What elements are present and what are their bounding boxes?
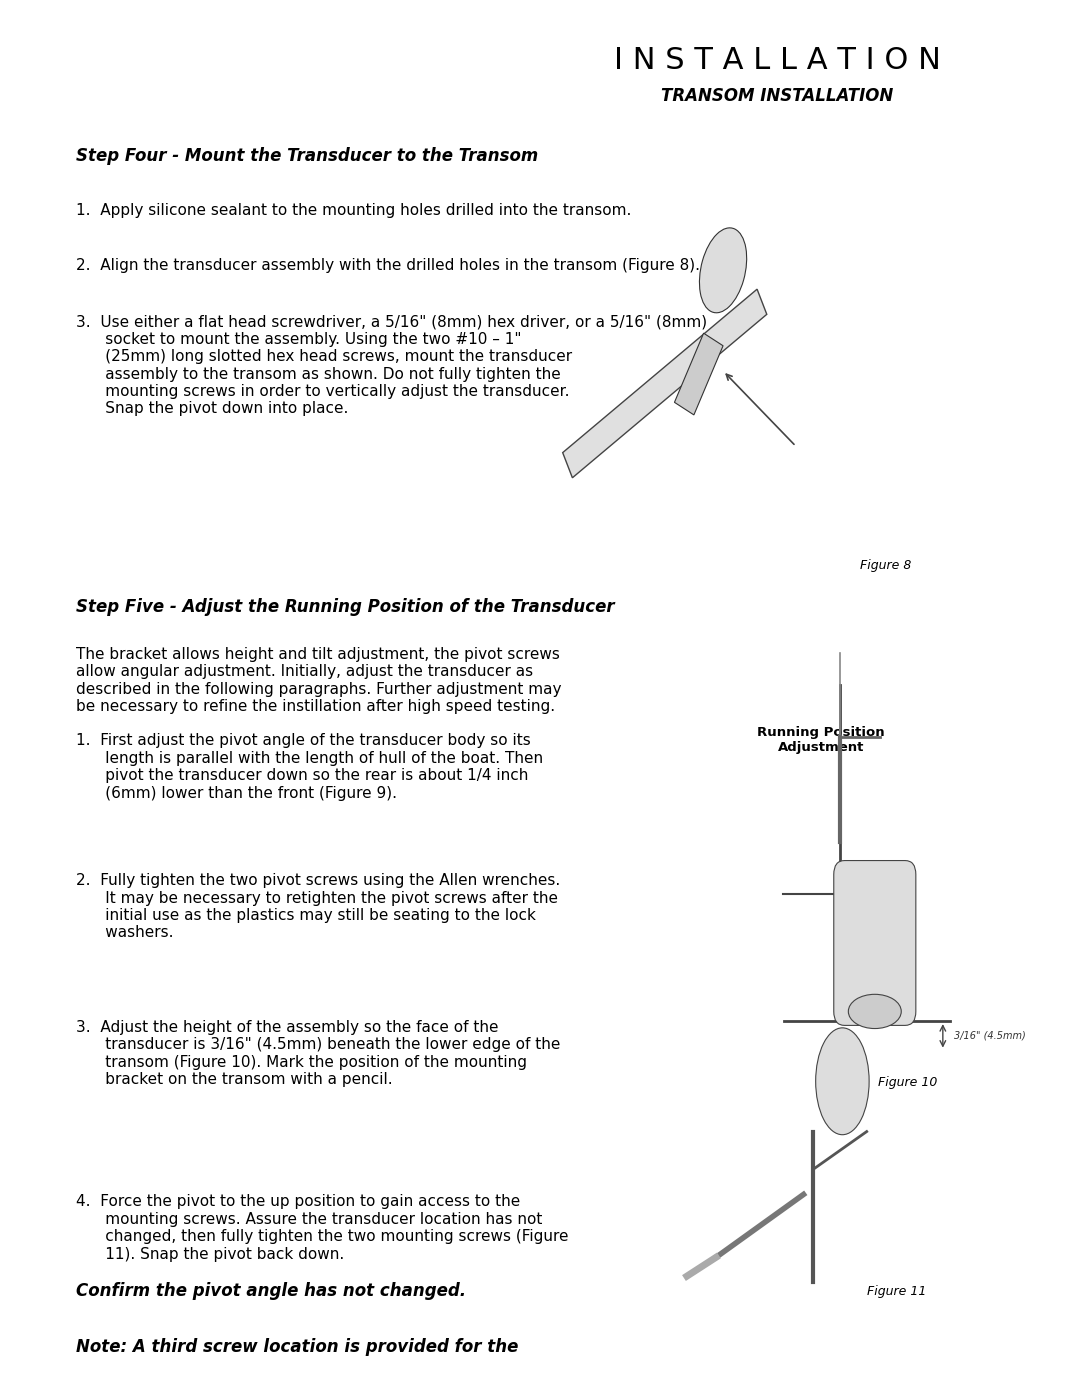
Text: 2.  Fully tighten the two pivot screws using the Allen wrenches.
      It may be: 2. Fully tighten the two pivot screws us… [76,873,559,940]
Ellipse shape [849,995,902,1028]
Text: Note: A third screw location is provided for the: Note: A third screw location is provided… [76,1338,518,1356]
Text: Running Position
Adjustment: Running Position Adjustment [757,726,885,754]
Text: Figure 9: Figure 9 [860,873,912,886]
Text: 3/16" (4.5mm): 3/16" (4.5mm) [955,1031,1026,1041]
FancyBboxPatch shape [834,861,916,1025]
Text: Step Five - Adjust the Running Position of the Transducer: Step Five - Adjust the Running Position … [76,598,615,616]
Ellipse shape [700,228,746,313]
Text: The bracket allows height and tilt adjustment, the pivot screws
allow angular ad: The bracket allows height and tilt adjus… [76,647,562,714]
Ellipse shape [815,1028,869,1134]
Text: 3.  Adjust the height of the assembly so the face of the
      transducer is 3/1: 3. Adjust the height of the assembly so … [76,1020,559,1087]
Text: I N S T A L L A T I O N: I N S T A L L A T I O N [615,46,941,75]
Text: Figure 10: Figure 10 [878,1076,936,1088]
Text: 1.  Apply silicone sealant to the mounting holes drilled into the transom.: 1. Apply silicone sealant to the mountin… [76,203,631,218]
Text: Step Four - Mount the Transducer to the Transom: Step Four - Mount the Transducer to the … [76,147,538,165]
Text: Figure 11: Figure 11 [867,1285,926,1298]
Text: Figure 8: Figure 8 [860,559,912,571]
Polygon shape [674,332,724,415]
Text: 3.  Use either a flat head screwdriver, a 5/16" (8mm) hex driver, or a 5/16" (8m: 3. Use either a flat head screwdriver, a… [76,314,706,416]
Text: 1.  First adjust the pivot angle of the transducer body so its
      length is p: 1. First adjust the pivot angle of the t… [76,733,543,800]
Polygon shape [563,289,767,478]
Text: 2.  Align the transducer assembly with the drilled holes in the transom (Figure : 2. Align the transducer assembly with th… [76,258,700,274]
Text: Confirm the pivot angle has not changed.: Confirm the pivot angle has not changed. [76,1282,465,1301]
Text: 4.  Force the pivot to the up position to gain access to the
      mounting scre: 4. Force the pivot to the up position to… [76,1194,568,1261]
Text: TRANSOM INSTALLATION: TRANSOM INSTALLATION [661,87,894,105]
